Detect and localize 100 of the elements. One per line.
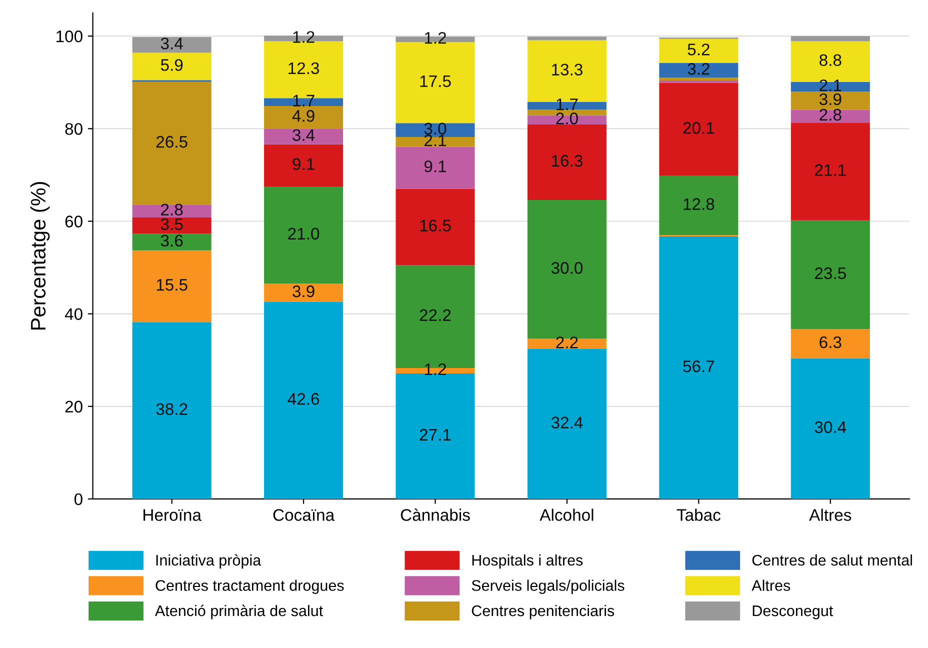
legend-label: Centres penitenciaris	[472, 604, 614, 620]
bar	[132, 250, 212, 322]
data-label: 26.5	[156, 136, 188, 148]
y-tick-label: 20	[65, 400, 82, 413]
data-label: 1.7	[556, 98, 578, 110]
bar	[659, 38, 738, 63]
y-axis-title: Percentatge (%)	[30, 182, 50, 330]
bar	[264, 186, 344, 284]
data-label: 3.9	[819, 93, 842, 106]
data-label: 2.2	[556, 336, 578, 348]
bar	[132, 52, 212, 80]
y-tick-label: 60	[65, 216, 82, 228]
bar	[132, 218, 212, 234]
data-label: 12.8	[684, 198, 714, 210]
data-label: 12.3	[288, 62, 320, 74]
data-label: 3.4	[160, 38, 183, 50]
bar	[659, 78, 738, 81]
data-label: 15.5	[156, 279, 188, 291]
legend-label: Desconegut	[752, 606, 834, 620]
data-label: 32.4	[551, 416, 583, 428]
legend-label: Atenció primària de salut	[155, 604, 323, 620]
data-label: 5.9	[160, 59, 183, 71]
legend-label: Iniciativa pròpia	[156, 554, 262, 569]
legend-label: Centres de salut mental	[752, 554, 912, 566]
bar	[527, 348, 606, 499]
data-label: 3.6	[160, 234, 183, 247]
bar	[790, 122, 870, 220]
data-label: 3.0	[424, 122, 446, 135]
y-tick-label: 40	[64, 308, 82, 320]
bar	[659, 62, 738, 78]
bar	[527, 36, 606, 40]
data-label: 3.9	[292, 285, 314, 298]
y-tick-label: 100	[56, 30, 82, 42]
bar	[132, 204, 212, 218]
bar	[659, 176, 738, 236]
data-label: 16.5	[420, 220, 451, 232]
data-label: 21.0	[288, 228, 320, 240]
data-label: 22.2	[420, 309, 451, 321]
x-tick-label: Altres	[809, 508, 852, 521]
x-tick-label: Cànnabis	[400, 508, 470, 521]
data-label: 1.7	[293, 94, 314, 106]
bar	[659, 82, 738, 176]
bar	[659, 236, 738, 499]
bar	[132, 234, 212, 250]
data-label: 4.9	[292, 110, 314, 122]
data-label: 9.1	[424, 160, 446, 172]
data-label: 2.8	[820, 108, 842, 121]
data-label: 2.1	[820, 79, 842, 92]
legend-label: Altres	[752, 580, 790, 591]
data-label: 2.8	[161, 204, 183, 216]
data-label: 2.1	[424, 134, 446, 146]
data-label: 9.1	[292, 158, 314, 170]
data-label: 2.0	[556, 112, 578, 124]
data-label: 3.2	[688, 63, 710, 75]
bar	[132, 322, 212, 499]
data-label: 17.5	[420, 75, 451, 88]
data-label: 30.4	[814, 421, 846, 434]
data-label: 16.3	[552, 154, 582, 167]
data-label: 56.7	[683, 360, 714, 372]
data-label: 3.5	[160, 218, 183, 230]
data-label: 1.2	[424, 32, 446, 44]
legend-label: Serveis legals/policials	[472, 580, 624, 594]
x-tick-label: Alcohol	[540, 508, 594, 521]
bar	[790, 220, 870, 330]
bar	[790, 92, 870, 110]
legend-label: Hospitals i altres	[472, 554, 583, 569]
data-label: 5.2	[688, 44, 710, 56]
data-label: 30.0	[551, 262, 583, 274]
bar	[264, 284, 344, 302]
data-label: 21.1	[815, 164, 846, 176]
bar	[264, 144, 344, 187]
bar	[396, 374, 475, 499]
data-label: 20.1	[683, 122, 714, 134]
bar	[790, 110, 870, 123]
bar	[527, 124, 606, 200]
y-tick-label: 0	[74, 493, 82, 506]
data-label: 42.6	[288, 393, 320, 405]
bar	[790, 358, 870, 499]
bar	[264, 302, 344, 499]
bar	[396, 42, 475, 124]
x-tick-label: Heroïna	[144, 509, 202, 521]
data-label: 27.1	[420, 428, 451, 441]
data-label: 13.3	[552, 64, 582, 76]
legend-label: Centres tractament drogues	[156, 580, 344, 594]
bar	[790, 36, 870, 42]
bar	[790, 329, 870, 358]
data-label: 3.4	[292, 129, 315, 142]
bar	[527, 338, 606, 349]
bar	[790, 82, 870, 92]
bar	[132, 82, 212, 205]
x-tick-label: Cocaïna	[273, 509, 335, 521]
bar	[264, 128, 344, 144]
bar	[132, 37, 212, 53]
data-label: 6.3	[820, 336, 842, 348]
data-label: 8.8	[820, 54, 842, 66]
bar	[264, 106, 344, 129]
data-label: 38.2	[156, 403, 188, 416]
data-label: 23.5	[815, 267, 846, 280]
bar	[396, 146, 475, 189]
x-tick-label: Tabac	[676, 508, 720, 521]
